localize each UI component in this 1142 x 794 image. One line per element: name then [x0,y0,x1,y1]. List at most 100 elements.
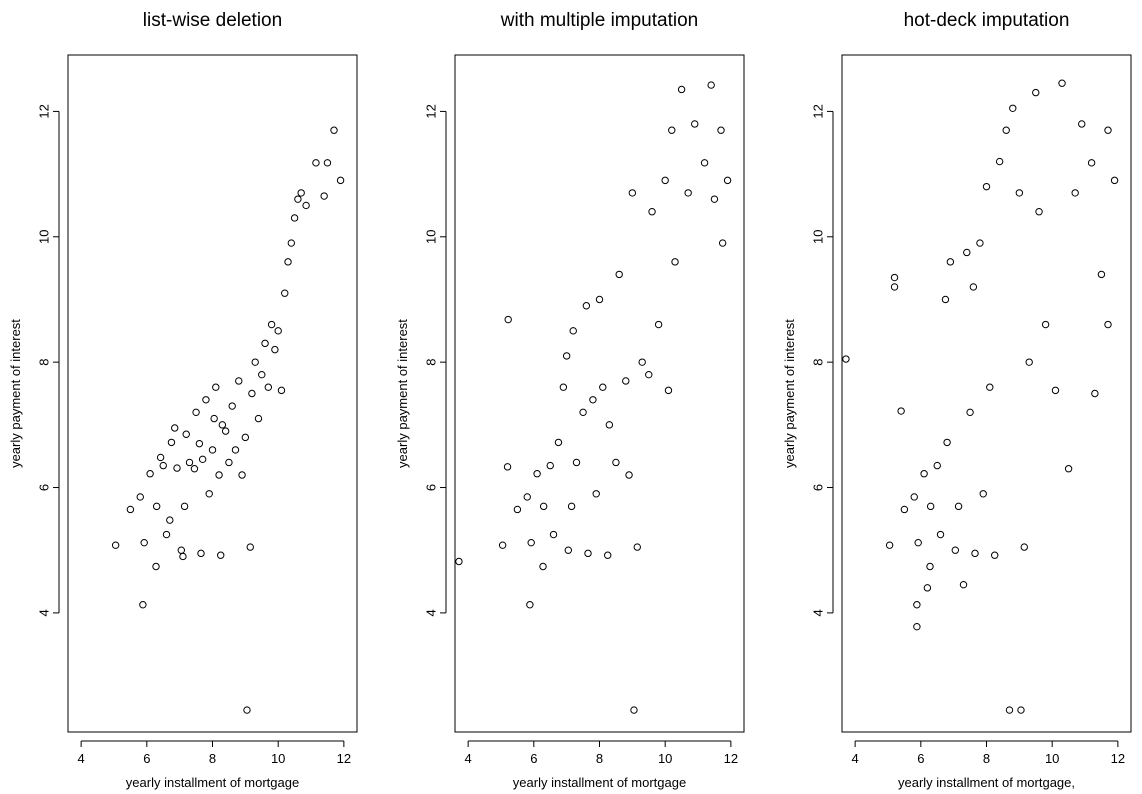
y-tick-label: 10 [36,230,51,244]
x-tick-label: 6 [530,751,537,766]
data-point [700,159,709,167]
data-point [941,295,950,304]
data-point [246,543,254,551]
data-point [546,461,554,470]
data-point [197,549,205,558]
data-point [1097,270,1106,279]
data-point [1009,104,1017,112]
data-point [913,601,921,609]
data-point [923,584,932,592]
data-point [559,383,568,391]
data-point [900,505,909,514]
plot-frame [841,54,1132,733]
chart-panel-3: hot-deck imputation yearly installment of… [782,10,1132,790]
data-point [661,176,669,185]
data-point [212,383,220,391]
chart-panel-1: list-wise deletion yearly installment of … [8,10,358,790]
data-point [261,339,269,348]
data-point [243,706,251,714]
data-point [238,471,246,479]
data-point [691,120,699,128]
data-point [677,85,686,94]
data-point [156,453,165,462]
data-point [217,551,225,559]
data-point [1071,189,1079,197]
data-point [258,370,266,379]
x-tick-label: 8 [983,751,990,766]
data-point [185,458,194,467]
data-point [503,463,512,471]
data-point [139,601,147,609]
data-point [205,490,213,498]
data-point [264,383,273,391]
y-axis-label: yearly payment of interest [395,319,410,468]
data-point [723,176,732,185]
x-tick-label: 8 [596,751,603,766]
data-point [913,622,921,631]
data-point [933,461,941,470]
data-point [717,126,725,134]
x-tick-label: 12 [1111,751,1125,766]
data-point [979,490,987,498]
data-point [664,386,673,395]
y-tick-label: 8 [423,359,438,366]
data-point [284,258,292,266]
data-point [630,706,638,714]
data-point [173,464,181,472]
data-point [533,470,541,478]
x-tick-label: 12 [337,751,351,766]
data-point [554,438,563,447]
data-point [277,386,286,395]
data-point [890,283,899,291]
data-point [718,239,727,247]
data-point [943,438,951,447]
data-point [218,421,227,429]
data-point [599,383,607,391]
data-point [622,377,630,385]
data-point [1005,706,1014,714]
x-tick-label: 4 [465,751,472,766]
x-tick-label: 10 [271,751,285,766]
data-point [287,239,296,247]
data-point [926,502,935,511]
x-tick-label: 10 [658,751,672,766]
data-point [604,551,612,559]
data-point [966,408,974,417]
data-point [842,355,850,363]
data-point [936,530,945,539]
data-point [159,461,167,470]
data-point [976,239,984,247]
data-point [225,458,233,467]
data-point [231,446,240,454]
chart-title: list-wise deletion [143,10,282,31]
y-tick-label: 12 [810,104,825,118]
data-point [171,424,179,432]
data-point [271,345,279,354]
data-point [235,377,243,385]
data-point [1015,189,1024,197]
data-point [539,562,547,571]
data-point [166,516,174,524]
data-point [567,502,576,511]
data-point [971,549,979,558]
data-point [572,458,581,467]
y-tick-label: 12 [36,104,51,118]
y-tick-label: 12 [423,104,438,118]
data-point [605,421,614,429]
data-point [579,408,587,417]
data-point [615,270,623,279]
data-point [1002,126,1010,134]
data-point [1104,126,1112,134]
data-point [890,273,899,282]
y-axis-label: yearly payment of interest [782,319,797,468]
data-point [312,159,320,167]
data-point [595,295,604,304]
y-tick-label: 8 [810,359,825,366]
data-point [208,446,217,454]
y-axis-label: yearly payment of interest [8,319,23,468]
data-point [549,530,558,539]
data-point [963,248,971,257]
data-point [951,546,960,554]
plot-frame [67,54,358,733]
